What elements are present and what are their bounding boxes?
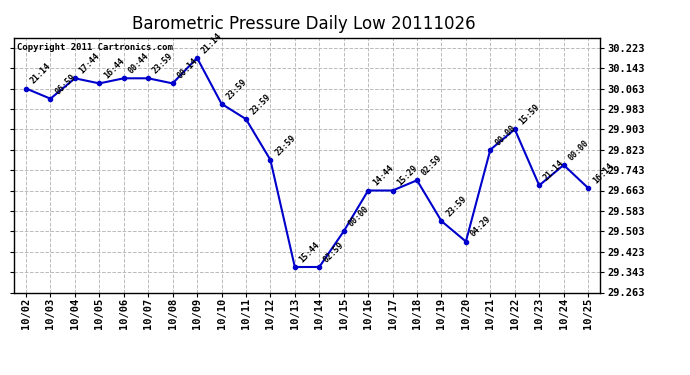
- Text: 23:59: 23:59: [444, 194, 469, 218]
- Text: 15:44: 15:44: [297, 240, 322, 264]
- Text: 04:29: 04:29: [469, 214, 493, 239]
- Text: 23:59: 23:59: [224, 77, 248, 101]
- Text: 17:44: 17:44: [78, 51, 101, 75]
- Text: 21:14: 21:14: [200, 31, 224, 55]
- Text: 16:44: 16:44: [102, 57, 126, 81]
- Text: 14:44: 14:44: [371, 164, 395, 188]
- Text: 00:00: 00:00: [346, 204, 371, 228]
- Text: 02:59: 02:59: [322, 240, 346, 264]
- Text: 15:29: 15:29: [395, 164, 420, 188]
- Text: 06:59: 06:59: [53, 72, 77, 96]
- Text: 23:59: 23:59: [248, 92, 273, 116]
- Text: 15:59: 15:59: [518, 102, 542, 126]
- Text: 16:14: 16:14: [591, 161, 615, 185]
- Text: 02:59: 02:59: [420, 153, 444, 177]
- Text: 00:14: 00:14: [175, 57, 199, 81]
- Text: 23:59: 23:59: [273, 133, 297, 157]
- Text: 00:44: 00:44: [126, 51, 150, 75]
- Text: 00:00: 00:00: [493, 123, 517, 147]
- Text: 23:59: 23:59: [151, 51, 175, 75]
- Text: Copyright 2011 Cartronics.com: Copyright 2011 Cartronics.com: [17, 43, 172, 52]
- Text: 21:14: 21:14: [542, 159, 566, 183]
- Text: Barometric Pressure Daily Low 20111026: Barometric Pressure Daily Low 20111026: [132, 15, 475, 33]
- Text: 00:00: 00:00: [566, 138, 591, 162]
- Text: 21:14: 21:14: [29, 62, 53, 86]
